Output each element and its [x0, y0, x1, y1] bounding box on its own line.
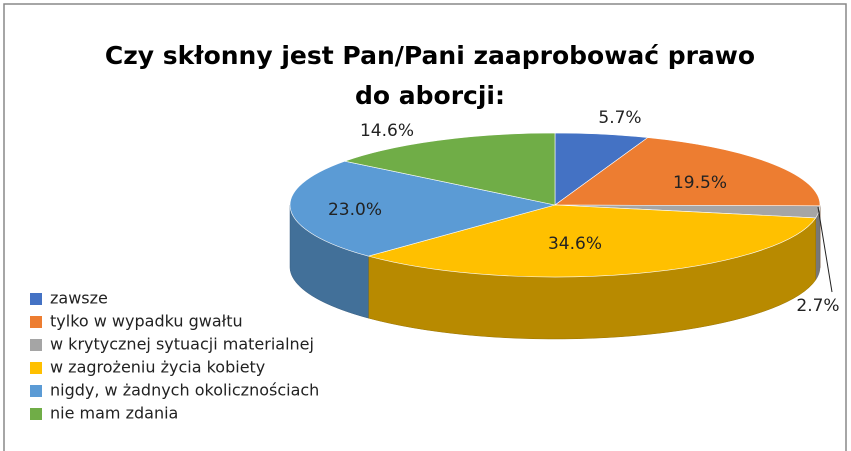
- legend-swatch: [30, 339, 42, 351]
- legend-label: nie mam zdania: [50, 404, 178, 423]
- slice: [367, 204, 817, 278]
- legend-label: w krytycznej sytuacji materialnej: [50, 335, 314, 354]
- slice: [554, 137, 821, 207]
- legend-label: zawsze: [50, 289, 108, 308]
- legend-swatch: [30, 385, 42, 397]
- legend-swatch: [30, 293, 42, 305]
- legend-swatch: [30, 408, 42, 420]
- chart-border: [3, 3, 847, 451]
- legend-swatch: [30, 316, 42, 328]
- legend-swatch: [30, 362, 42, 374]
- data-label: 2.7%: [796, 296, 839, 316]
- data-label: 5.7%: [598, 108, 641, 128]
- slice: [289, 160, 556, 257]
- legend-label: tylko w wypadku gwałtu: [50, 312, 243, 331]
- data-label: 23.0%: [328, 200, 382, 220]
- data-label: 34.6%: [548, 234, 602, 254]
- leader-line: [817, 206, 833, 293]
- slice: [343, 132, 556, 206]
- data-label: 14.6%: [360, 121, 414, 141]
- data-label: 19.5%: [673, 173, 727, 193]
- legend-label: w zagrożeniu życia kobiety: [50, 358, 265, 377]
- chart-title: Czy skłonny jest Pan/Pani zaaprobować pr…: [104, 41, 756, 110]
- legend-label: nigdy, w żadnych okolicznościach: [50, 381, 319, 400]
